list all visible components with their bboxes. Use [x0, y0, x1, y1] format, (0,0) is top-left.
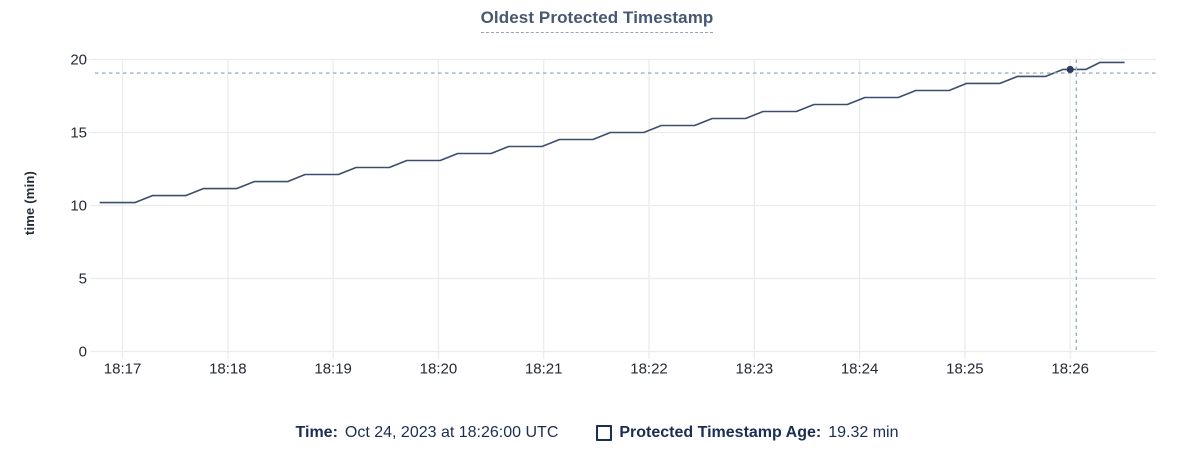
hover-point-dot [1066, 65, 1074, 74]
y-tick-label: 20 [70, 52, 87, 69]
x-tick-label: 18:20 [420, 361, 458, 378]
legend-series-checkbox[interactable] [596, 425, 613, 441]
chart-legend: Time: Oct 24, 2023 at 18:26:00 UTC Prote… [0, 423, 1194, 443]
line-chart-plot[interactable]: 0 5 10 15 20 18:17 18:18 18:19 18:20 18:21 18:22 18… [0, 0, 1194, 410]
x-tick-label: 18:22 [630, 361, 668, 378]
x-tick-label: 18:18 [209, 361, 247, 378]
y-tick-label: 15 [70, 125, 87, 142]
x-tick-label: 18:21 [525, 361, 563, 378]
legend-time-label: Time: [295, 424, 338, 441]
y-tick-label: 5 [79, 271, 87, 288]
y-tick-label: 10 [70, 198, 87, 215]
x-tick-label: 18:17 [104, 361, 142, 378]
series-line [99, 61, 1125, 204]
legend-series-label: Protected Timestamp Age: [619, 424, 822, 441]
x-tick-label: 18:26 [1051, 361, 1089, 378]
legend-time-value: Oct 24, 2023 at 18:26:00 UTC [344, 424, 559, 441]
y-tick-label: 0 [79, 344, 87, 361]
x-tick-label: 18:19 [314, 361, 352, 378]
x-tick-label: 18:24 [841, 361, 879, 378]
y-axis-label: time (min) [22, 170, 37, 236]
x-tick-label: 18:23 [736, 361, 774, 378]
x-tick-label: 18:25 [946, 361, 984, 378]
chart-title[interactable]: Oldest Protected Timestamp [480, 8, 714, 33]
legend-series-value: 19.32 min [828, 424, 899, 441]
legend-series-toggle[interactable]: Protected Timestamp Age: 19.32 min [596, 423, 898, 443]
chart-title-row: Oldest Protected Timestamp [0, 8, 1194, 33]
